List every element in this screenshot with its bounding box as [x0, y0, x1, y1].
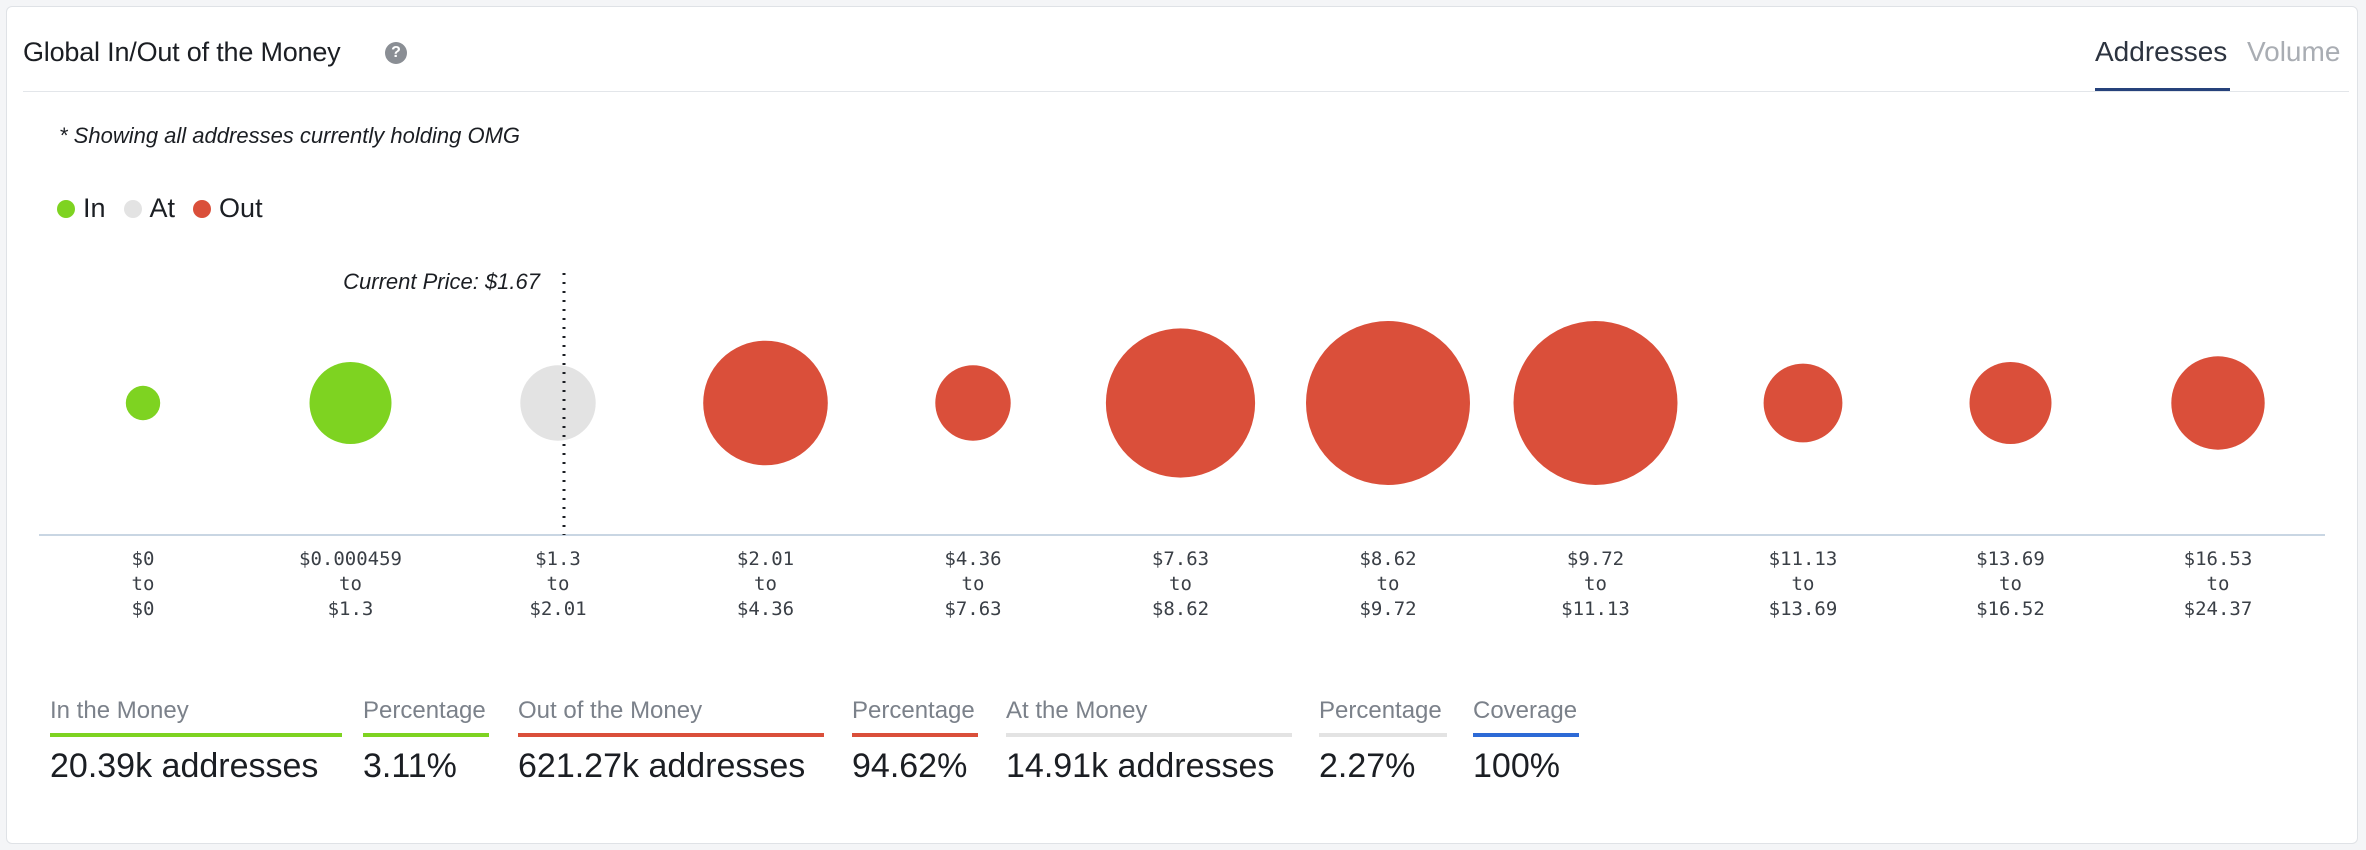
summary-stat: Percentage 94.62%	[852, 697, 978, 786]
summary-stat-value: 621.27k addresses	[518, 747, 806, 785]
bubble-in[interactable]	[309, 362, 392, 444]
summary-stat-value: 20.39k addresses	[50, 747, 319, 785]
summary-stat-label: At the Money	[1006, 697, 1148, 724]
x-tick-label: $2.01	[737, 548, 794, 570]
tab-addresses[interactable]: Addresses	[2095, 36, 2228, 67]
legend-item-out[interactable]: Out	[193, 193, 263, 224]
bubble-out[interactable]	[1969, 362, 2052, 444]
summary-stat-value: 3.11%	[363, 747, 457, 785]
x-tick-label: to	[132, 573, 155, 595]
x-tick-label: $7.63	[1152, 548, 1209, 570]
legend-out-label: Out	[219, 193, 263, 223]
legend-out-swatch	[193, 199, 212, 218]
x-tick-label: $1.3	[535, 548, 581, 570]
bubble-out[interactable]	[1105, 328, 1256, 478]
x-tick-label: to	[1792, 573, 1815, 595]
bubble-out[interactable]	[1763, 363, 1843, 443]
x-tick-label: to	[1169, 573, 1192, 595]
x-tick-label: $11.13	[1561, 598, 1630, 620]
x-tick-label: to	[339, 573, 362, 595]
x-tick-label: to	[1377, 573, 1400, 595]
summary-stat-value: 14.91k addresses	[1006, 747, 1275, 785]
x-tick-label: $4.36	[944, 548, 1001, 570]
legend-in-swatch	[57, 199, 75, 218]
bubble-out[interactable]	[703, 340, 828, 466]
legend-item-at[interactable]: At	[123, 193, 176, 224]
summary-stat-value: 2.27%	[1319, 747, 1416, 785]
active-tab-indicator	[2095, 88, 2230, 92]
x-tick-label: $7.63	[944, 598, 1001, 620]
x-tick-label: $4.36	[737, 598, 794, 620]
summary-stat-label: Percentage	[1319, 697, 1442, 724]
summary-stat-label: Out of the Money	[518, 697, 703, 724]
summary-stat: Percentage 3.11%	[363, 697, 489, 786]
summary-stat-underline	[1473, 733, 1579, 737]
summary-stat: Coverage 100%	[1473, 697, 1579, 786]
summary-stat-underline	[363, 733, 489, 737]
bubble-out[interactable]	[2171, 356, 2265, 450]
x-tick-label: $2.01	[529, 598, 586, 620]
chart-legend: In At Out	[57, 193, 281, 224]
legend-item-in[interactable]: In	[57, 193, 106, 224]
summary-stat-underline	[518, 733, 824, 737]
bubble-out[interactable]	[1513, 321, 1678, 485]
summary-stat: In the Money 20.39k addresses	[50, 697, 342, 786]
x-tick-label: to	[1584, 573, 1607, 595]
bubble-in[interactable]	[125, 385, 161, 421]
summary-stat-label: In the Money	[50, 697, 189, 724]
summary-stat-underline	[1006, 733, 1292, 737]
summary-stat: Percentage 2.27%	[1319, 697, 1447, 786]
x-tick-label: $16.53	[2184, 548, 2253, 570]
legend-at-label: At	[149, 193, 176, 223]
summary-stat-underline	[1319, 733, 1447, 737]
summary-stat-value: 94.62%	[852, 747, 968, 785]
x-tick-label: to	[2207, 573, 2230, 595]
x-tick-label: $9.72	[1359, 598, 1416, 620]
holding-note: * Showing all addresses currently holdin…	[59, 123, 521, 148]
page-title: Global In/Out of the Money	[23, 37, 341, 67]
summary-stat-value: 100%	[1473, 747, 1560, 785]
in-out-of-money-card: Global In/Out of the Money ? Addresses V…	[6, 6, 2358, 844]
summary-stat-label: Coverage	[1473, 697, 1578, 724]
current-price-label: Current Price: $1.67	[343, 269, 541, 294]
header-divider	[23, 91, 2349, 92]
x-tick-label: $9.72	[1567, 548, 1624, 570]
x-tick-label: $13.69	[1769, 598, 1838, 620]
x-tick-label: to	[1999, 573, 2022, 595]
x-tick-label: $16.52	[1976, 598, 2045, 620]
bubble-out[interactable]	[935, 365, 1011, 441]
summary-stat-label: Percentage	[363, 697, 486, 724]
x-tick-label: $11.13	[1769, 548, 1838, 570]
summary-stat: Out of the Money 621.27k addresses	[518, 697, 824, 786]
x-tick-label: $24.37	[2184, 598, 2253, 620]
help-icon[interactable]: ?	[385, 42, 407, 64]
summary-stat-underline	[852, 733, 978, 737]
x-tick-label: $8.62	[1359, 548, 1416, 570]
x-tick-label: $0.000459	[299, 548, 402, 570]
bubble-out[interactable]	[1306, 321, 1470, 485]
x-tick-label: $1.3	[328, 598, 374, 620]
x-tick-label: to	[547, 573, 570, 595]
legend-in-label: In	[83, 193, 106, 223]
x-tick-label: $13.69	[1976, 548, 2045, 570]
bubble-chart: $0 to $0 $0.000459 to $1.3 $1.3 to $2.01 $2.01 to $…	[39, 269, 2325, 620]
bubble-at[interactable]	[520, 365, 596, 441]
x-tick-label: $0	[132, 548, 155, 570]
summary-stat-underline	[50, 733, 342, 737]
x-tick-label: to	[754, 573, 777, 595]
x-tick-label: to	[962, 573, 985, 595]
summary-stat: At the Money 14.91k addresses	[1006, 697, 1292, 786]
x-tick-label: $0	[132, 598, 155, 620]
card-header: Global In/Out of the Money ? Addresses V…	[7, 7, 2357, 92]
summary-stat-label: Percentage	[852, 697, 975, 724]
legend-at-swatch	[123, 199, 142, 218]
tab-volume[interactable]: Volume	[2247, 36, 2341, 67]
x-tick-label: $8.62	[1152, 598, 1209, 620]
